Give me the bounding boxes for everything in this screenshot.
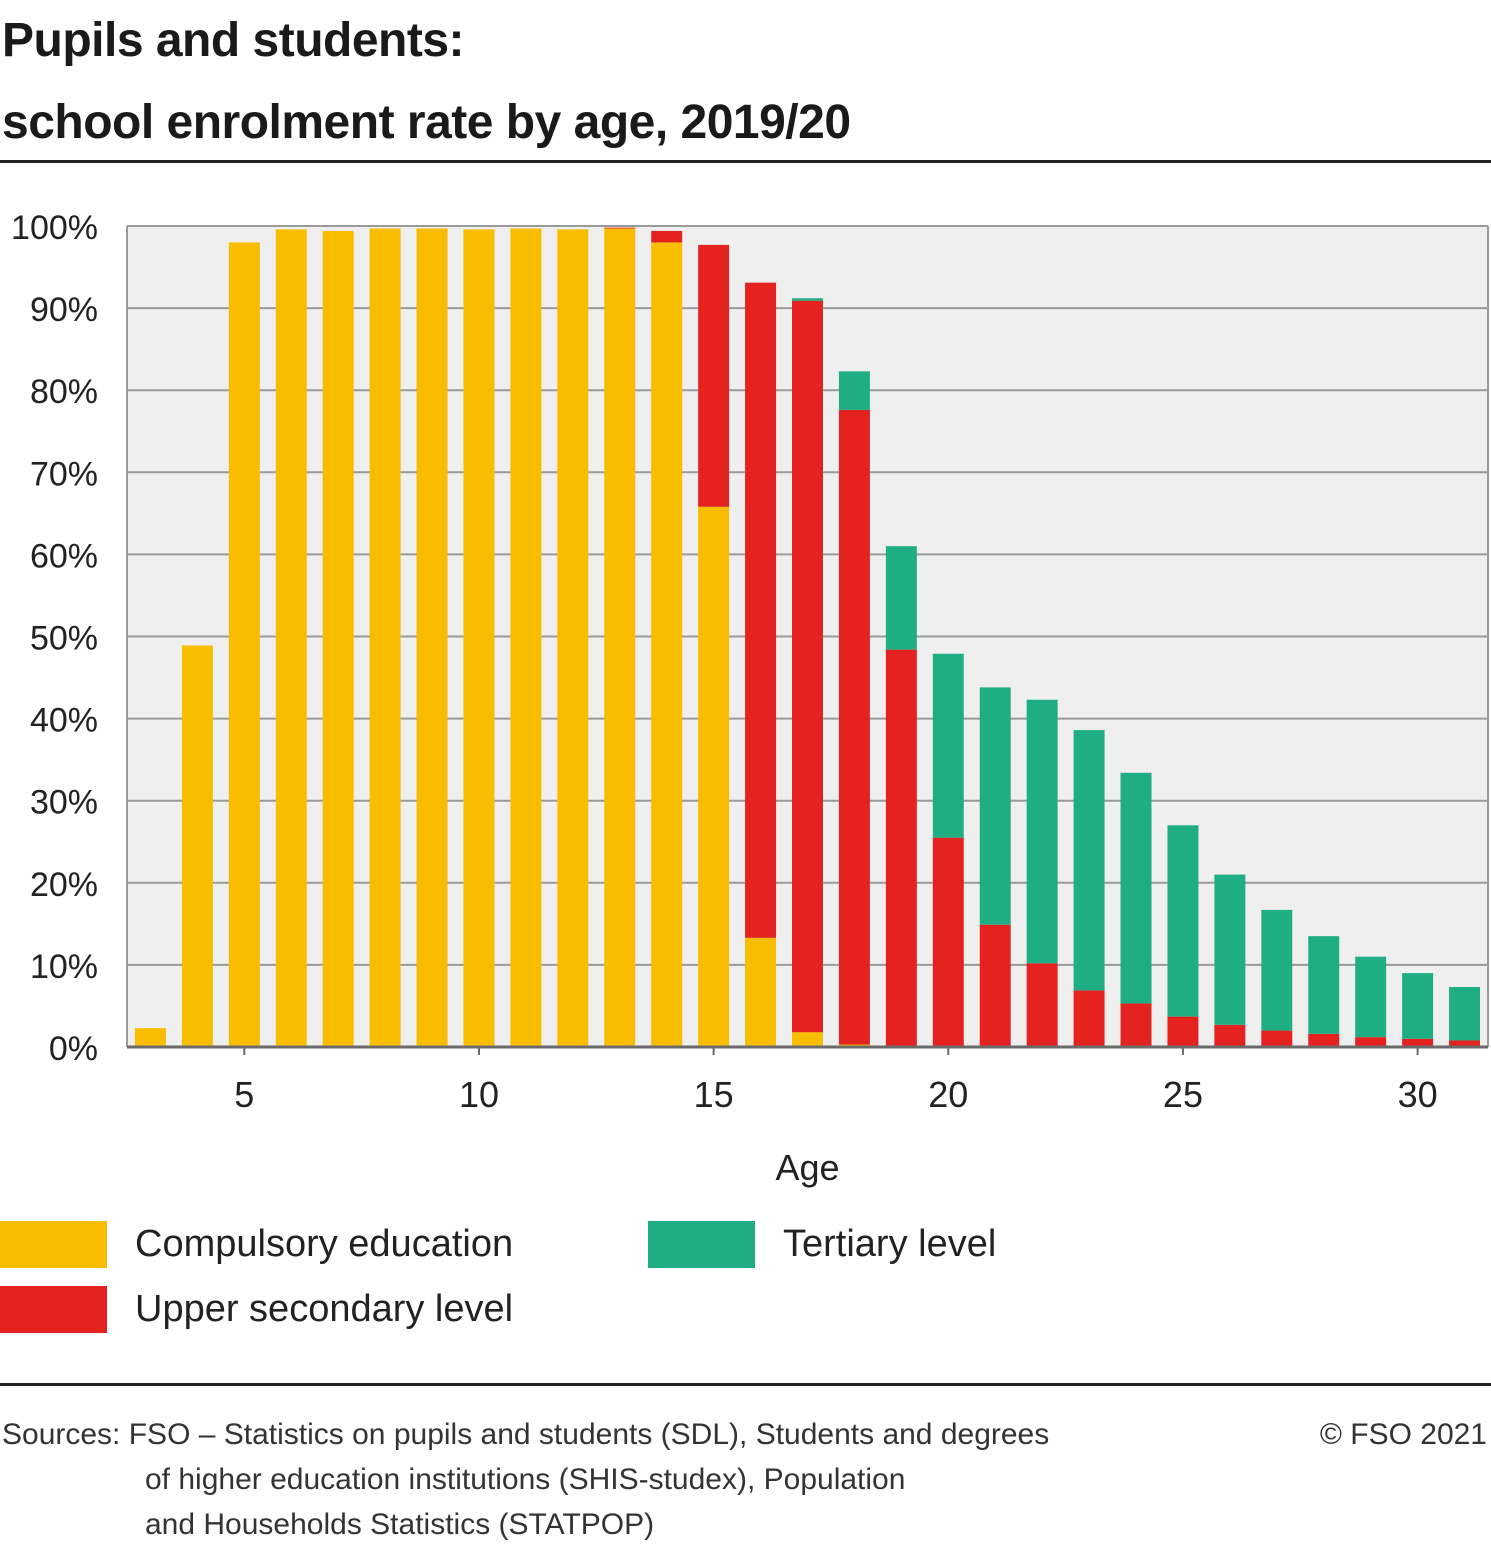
bar-upper-secondary-age-31: [1449, 1040, 1481, 1047]
bar-compulsory-age-4: [181, 645, 213, 1047]
bar-upper-secondary-age-16: [745, 282, 777, 938]
bar-tertiary-age-20: [932, 653, 964, 838]
bar-upper-secondary-age-18: [838, 409, 870, 1045]
sources-line-1: FSO – Statistics on pupils and students …: [128, 1418, 1050, 1451]
bar-tertiary-age-27: [1261, 909, 1293, 1031]
bar-upper-secondary-age-15: [698, 244, 730, 507]
sources-line-2: of higher education institutions (SHIS-s…: [145, 1463, 906, 1496]
y-tick-label-60: 60%: [30, 537, 98, 575]
legend-label-compulsory: Compulsory education: [135, 1223, 514, 1265]
y-tick-label-20: 20%: [30, 866, 98, 904]
x-tick-label-20: 20: [928, 1074, 968, 1115]
bar-tertiary-age-18: [838, 371, 870, 410]
copyright: © FSO 2021: [1319, 1418, 1487, 1451]
top-divider: [0, 160, 1491, 163]
legend-swatch-tertiary: [648, 1221, 755, 1268]
legend-swatch-upper-secondary: [0, 1286, 107, 1333]
enrolment-chart: 0% 10% 20% 30% 40% 50% 60% 70% 80% 90% 100% 5 10 15 20…: [11, 209, 1489, 1188]
bar-compulsory-age-6: [275, 229, 307, 1047]
legend-label-tertiary: Tertiary level: [783, 1223, 997, 1265]
bar-tertiary-age-28: [1308, 936, 1340, 1034]
y-tick-label-50: 50%: [30, 620, 98, 658]
legend-item-upper-secondary: Upper secondary level: [0, 1286, 513, 1333]
bottom-divider: [0, 1383, 1491, 1386]
sources-line-3: and Households Statistics (STATPOP): [145, 1508, 655, 1541]
bar-compulsory-age-9: [416, 228, 448, 1047]
y-tick-label-90: 90%: [30, 291, 98, 329]
y-tick-label-0: 0%: [49, 1030, 98, 1068]
chart-title: Pupils and students: school enrolment ra…: [2, 0, 851, 164]
bar-compulsory-age-11: [510, 228, 542, 1047]
bar-compulsory-age-5: [228, 242, 260, 1048]
legend-label-upper-secondary: Upper secondary level: [135, 1288, 514, 1330]
sources-prefix: Sources:: [2, 1418, 121, 1451]
bar-compulsory-age-8: [369, 228, 401, 1047]
bar-upper-secondary-age-25: [1167, 1016, 1199, 1047]
bar-upper-secondary-age-27: [1261, 1030, 1293, 1047]
bar-tertiary-age-30: [1402, 973, 1434, 1039]
bar-upper-secondary-age-21: [979, 924, 1011, 1047]
x-tick-label-15: 15: [694, 1074, 734, 1115]
sources-note: Sources: FSO – Statistics on pupils and …: [2, 1412, 1049, 1547]
bar-compulsory-age-3: [134, 1028, 166, 1047]
bar-tertiary-age-23: [1073, 730, 1105, 991]
bar-tertiary-age-22: [1026, 699, 1058, 964]
bar-upper-secondary-age-14: [651, 230, 683, 243]
legend-item-compulsory: Compulsory education: [0, 1221, 513, 1268]
bar-upper-secondary-age-26: [1214, 1024, 1246, 1047]
bar-compulsory-age-14: [651, 242, 683, 1048]
chart-legend: Compulsory education Tertiary level Uppe…: [0, 1215, 1491, 1345]
y-tick-label-80: 80%: [30, 373, 98, 411]
y-tick-label-100: 100%: [11, 209, 98, 247]
bar-tertiary-age-21: [979, 687, 1011, 925]
bar-upper-secondary-age-30: [1402, 1038, 1434, 1047]
y-tick-label-10: 10%: [30, 948, 98, 986]
x-tick-label-10: 10: [459, 1074, 499, 1115]
bar-tertiary-age-31: [1449, 987, 1481, 1041]
y-tick-label-70: 70%: [30, 455, 98, 493]
bar-compulsory-age-17: [792, 1032, 823, 1047]
bar-upper-secondary-age-29: [1355, 1037, 1387, 1047]
bar-upper-secondary-age-13: [604, 227, 636, 229]
chart-title-line-2: school enrolment rate by age, 2019/20: [2, 96, 851, 149]
bar-compulsory-age-16: [745, 937, 777, 1047]
chart-title-line-1: Pupils and students:: [2, 14, 465, 67]
y-tick-label-40: 40%: [30, 702, 98, 740]
legend-swatch-compulsory: [0, 1221, 107, 1268]
x-tick-label-5: 5: [234, 1074, 254, 1115]
bar-tertiary-age-25: [1167, 825, 1199, 1017]
x-axis-title: Age: [775, 1147, 839, 1188]
bar-tertiary-age-29: [1355, 956, 1387, 1038]
bar-upper-secondary-age-20: [932, 837, 964, 1047]
y-tick-label-30: 30%: [30, 784, 98, 822]
bar-compulsory-age-7: [322, 230, 354, 1047]
bar-compulsory-age-12: [557, 229, 589, 1047]
bar-compulsory-age-15: [698, 506, 730, 1048]
legend-item-tertiary: Tertiary level: [648, 1221, 996, 1268]
bar-compulsory-age-10: [463, 229, 495, 1047]
bar-tertiary-age-17: [792, 298, 823, 301]
bar-upper-secondary-age-19: [885, 649, 917, 1047]
bar-tertiary-age-19: [885, 546, 917, 650]
bar-tertiary-age-26: [1214, 874, 1246, 1025]
bar-upper-secondary-age-23: [1073, 990, 1105, 1047]
x-tick-label-25: 25: [1163, 1074, 1203, 1115]
bar-upper-secondary-age-24: [1120, 1003, 1152, 1047]
x-tick-label-30: 30: [1398, 1074, 1438, 1115]
bar-upper-secondary-age-22: [1026, 963, 1058, 1047]
bar-compulsory-age-13: [604, 228, 636, 1047]
bar-upper-secondary-age-28: [1308, 1033, 1340, 1047]
bar-upper-secondary-age-17: [792, 300, 823, 1033]
bar-tertiary-age-24: [1120, 772, 1152, 1004]
